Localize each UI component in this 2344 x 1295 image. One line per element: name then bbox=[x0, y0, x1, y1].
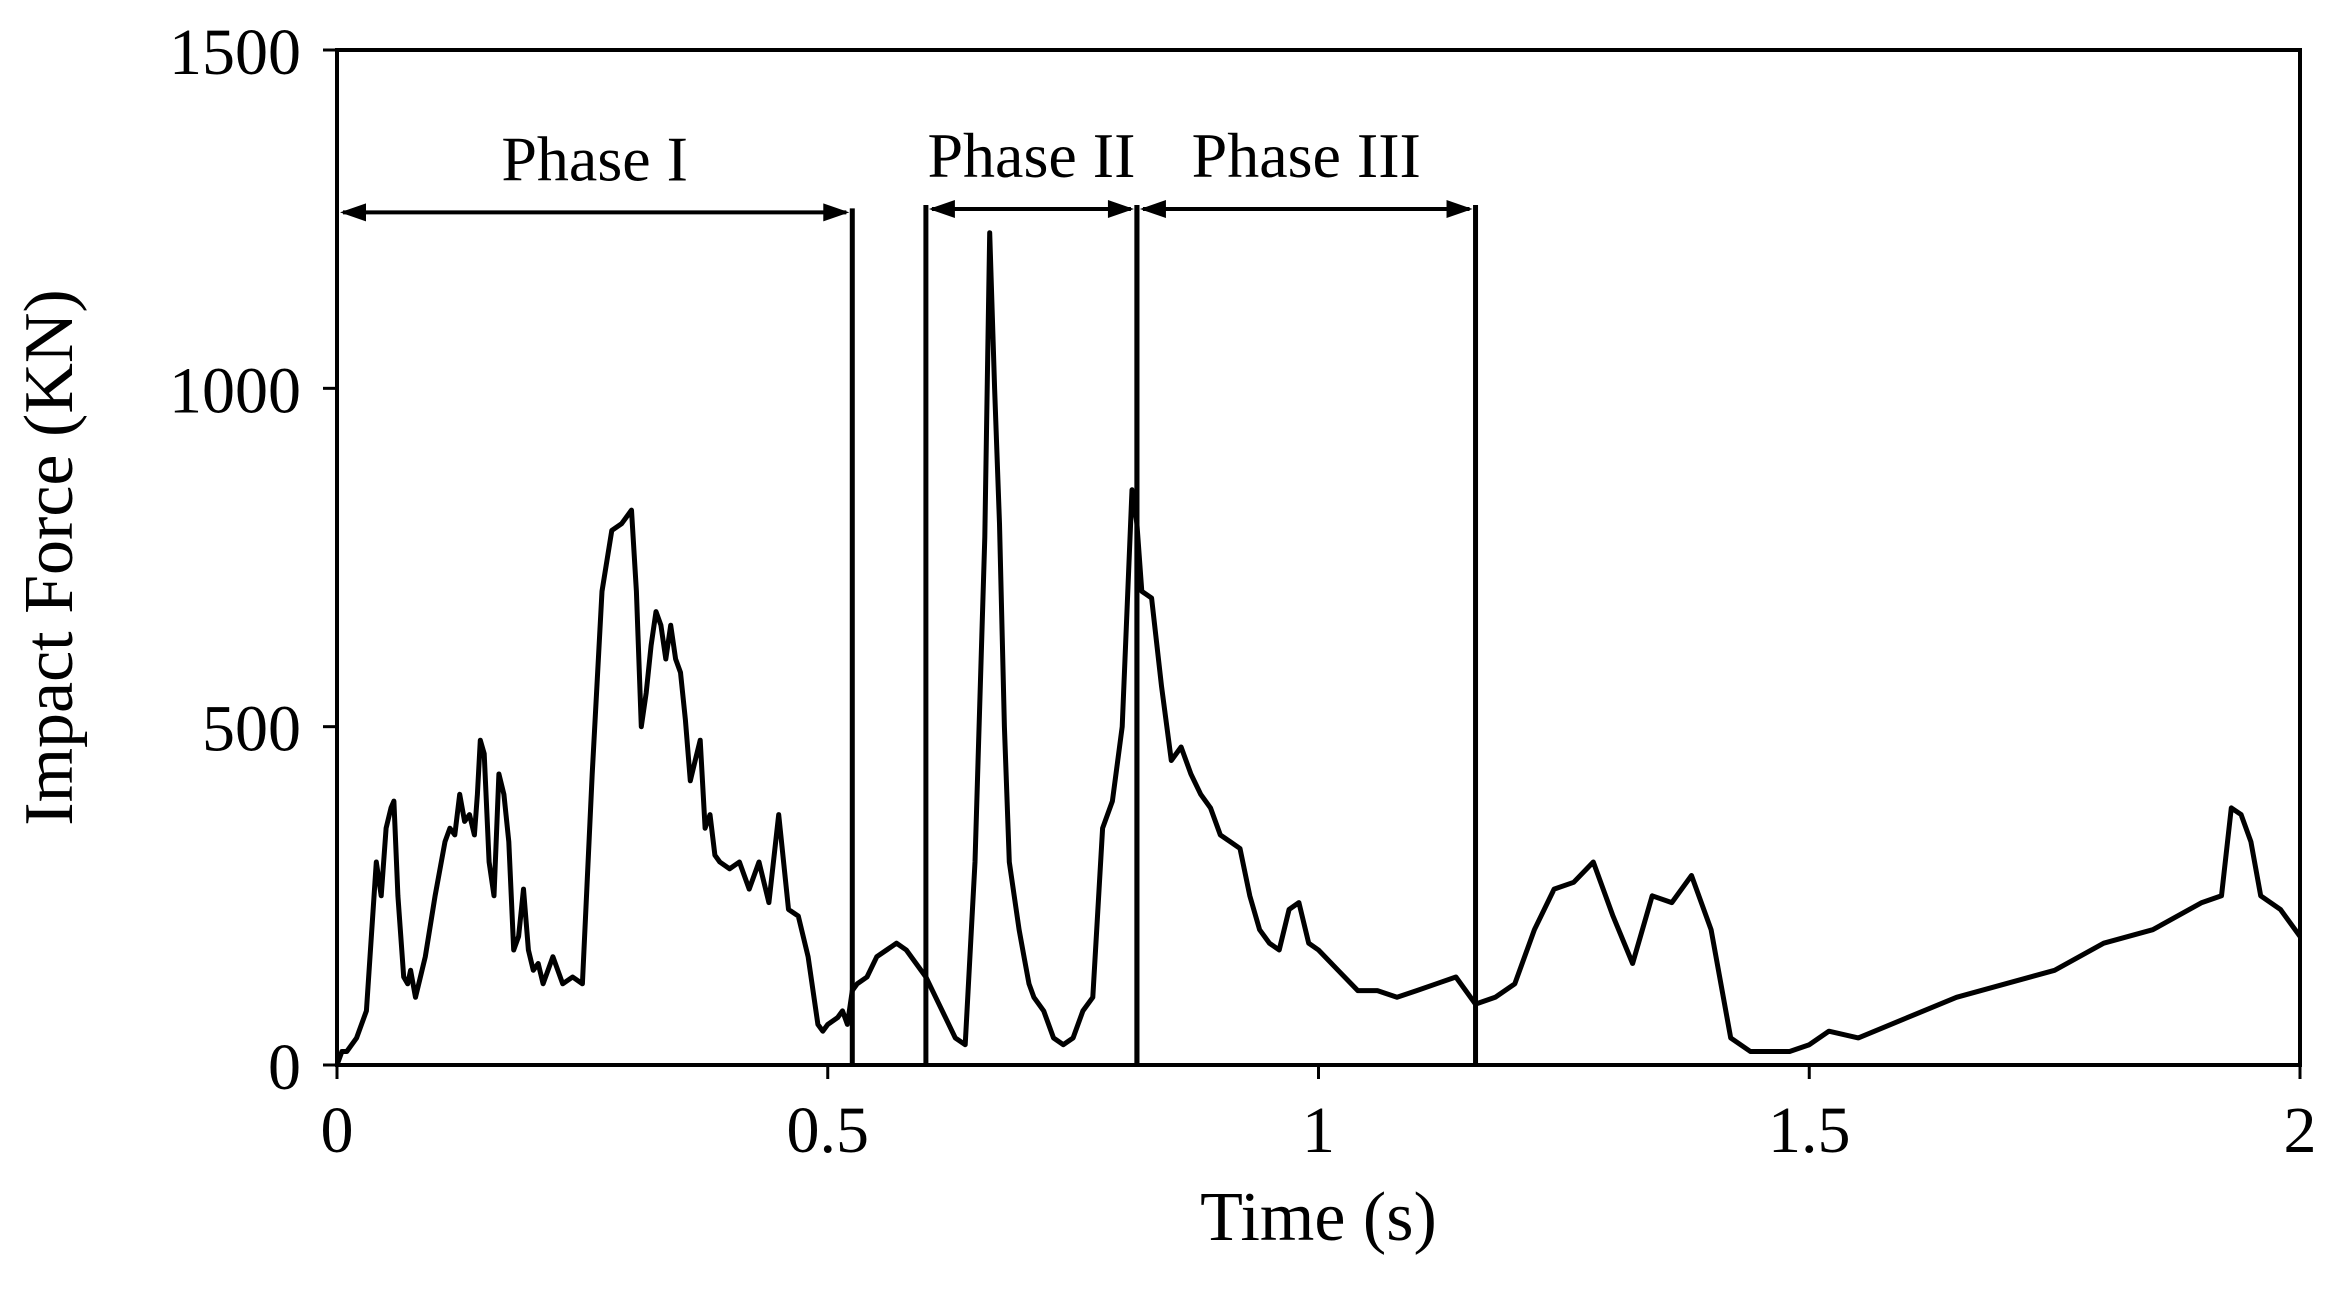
phase-arrowhead bbox=[928, 200, 955, 219]
y-tick-label: 1500 bbox=[169, 16, 301, 89]
x-tick-label: 0 bbox=[321, 1094, 354, 1167]
phase-arrowhead bbox=[823, 203, 850, 222]
phase-label: Phase II bbox=[927, 120, 1135, 191]
x-tick-label: 0.5 bbox=[787, 1094, 870, 1167]
phase-arrowhead bbox=[1446, 200, 1473, 219]
y-tick-label: 500 bbox=[202, 693, 301, 766]
x-tick-label: 2 bbox=[2284, 1094, 2317, 1167]
y-tick-label: 1000 bbox=[169, 354, 301, 427]
x-tick-label: 1 bbox=[1302, 1094, 1335, 1167]
y-tick-label: 0 bbox=[268, 1031, 301, 1104]
x-axis-title: Time (s) bbox=[1200, 1179, 1437, 1256]
phase-annotations: Phase I Phase II Phase III bbox=[340, 120, 1479, 1065]
x-tick-label: 1.5 bbox=[1768, 1094, 1851, 1167]
y-axis-ticks: 0 500 1000 1500 bbox=[169, 16, 337, 1104]
phase-arrowhead bbox=[1139, 200, 1166, 219]
series-line bbox=[334, 230, 2303, 1066]
phase-label: Phase I bbox=[501, 123, 688, 194]
phase-label: Phase III bbox=[1192, 120, 1421, 191]
y-axis-title: Impact Force (KN) bbox=[11, 289, 88, 825]
phase-arrowhead bbox=[340, 203, 366, 222]
phase-arrowhead bbox=[1107, 200, 1134, 219]
x-axis-ticks: 0 0.5 1 1.5 2 bbox=[321, 1065, 2317, 1167]
